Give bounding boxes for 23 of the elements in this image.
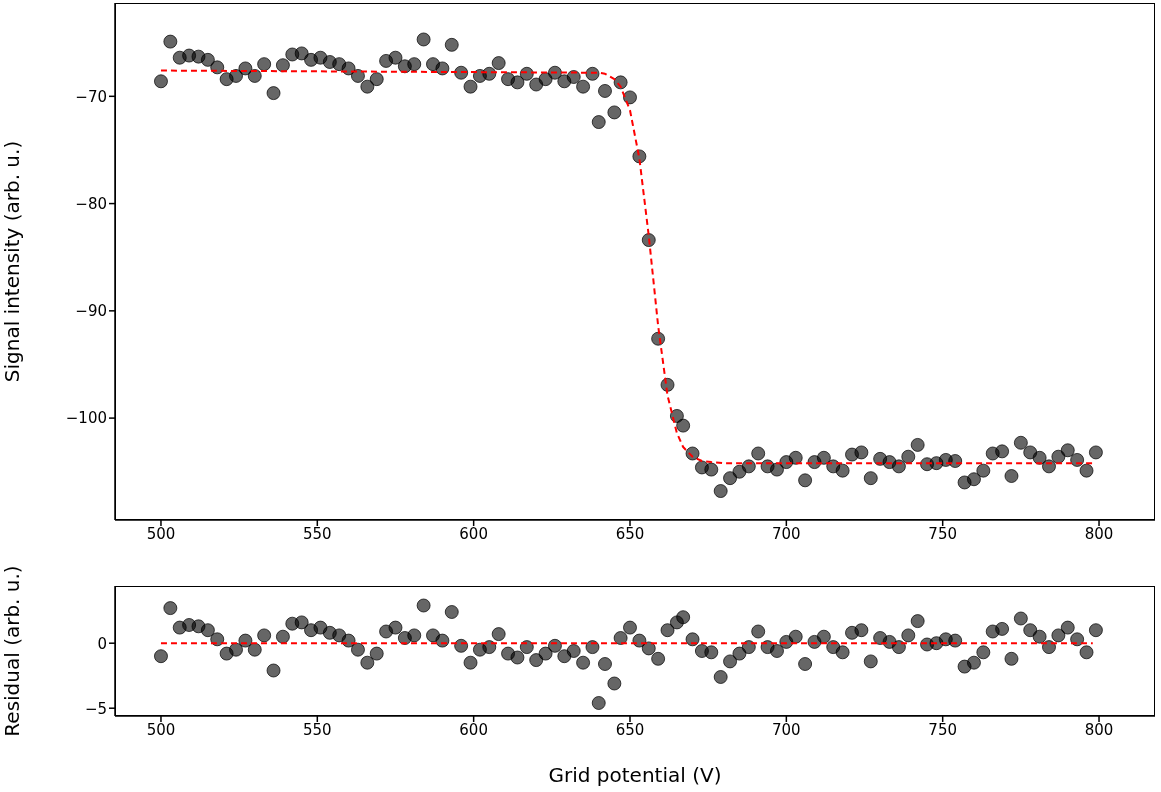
x-tick-label: 550 — [302, 524, 332, 543]
x-tick-label: 700 — [772, 524, 801, 543]
y-tick-label: −5 — [84, 699, 107, 718]
x-tick-label: 650 — [615, 720, 645, 739]
y-axis-title: Residual (arb. u.) — [0, 565, 25, 737]
y-tick-label: 0 — [97, 634, 107, 653]
x-tick-label: 600 — [459, 720, 488, 739]
y-tick-label: −100 — [65, 409, 107, 428]
x-tick-label: 750 — [928, 524, 958, 543]
y-tick-label: −70 — [75, 87, 107, 106]
x-tick-label: 500 — [146, 524, 176, 543]
x-tick-label: 500 — [146, 720, 176, 739]
x-axis-title: Grid potential (V) — [548, 763, 722, 787]
x-tick-label: 800 — [1084, 524, 1114, 543]
y-tick-label: −80 — [75, 194, 107, 213]
y-axis-title: Signal intensity (arb. u.) — [0, 140, 25, 383]
x-tick-label: 600 — [459, 524, 488, 543]
y-tick-label: −90 — [75, 302, 107, 321]
x-tick-label: 650 — [615, 524, 645, 543]
x-tick-label: 800 — [1084, 720, 1114, 739]
x-tick-label: 550 — [302, 720, 332, 739]
x-tick-label: 700 — [772, 720, 801, 739]
x-tick-label: 750 — [928, 720, 958, 739]
